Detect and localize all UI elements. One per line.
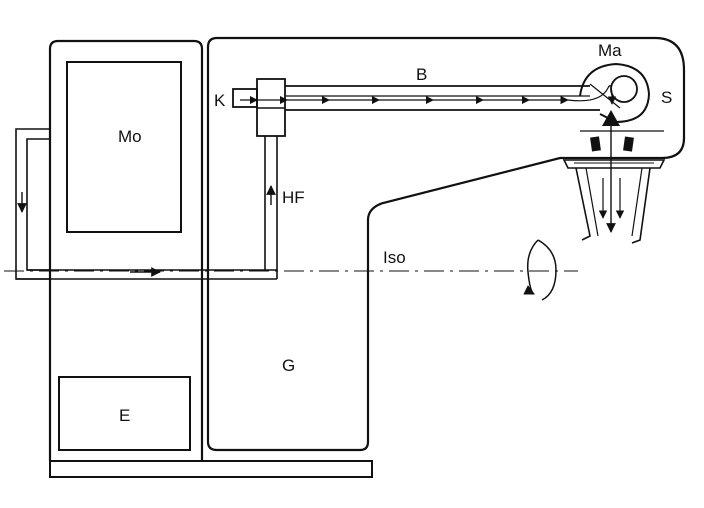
label-monitor: Mo	[118, 127, 142, 146]
rotation-arrow	[523, 239, 539, 295]
beam-arrow	[372, 96, 380, 104]
electronics-panel	[58, 376, 191, 451]
applicator-left-inner	[585, 167, 599, 237]
beam-arrow	[322, 96, 330, 104]
applicator-right	[631, 167, 651, 244]
gantry-body	[206, 36, 686, 452]
beam-arrow	[476, 96, 484, 104]
beam-arrow	[522, 96, 530, 104]
label-hf: HF	[282, 188, 305, 207]
label-electronics: E	[119, 406, 130, 425]
magnet-exit-line	[589, 83, 621, 109]
base-plate	[49, 460, 373, 478]
beam-arrow	[426, 96, 434, 104]
monitor-panel	[66, 61, 182, 233]
jaw-right	[623, 136, 634, 152]
applicator-left	[575, 167, 591, 241]
rotation-ellipse-back	[537, 239, 557, 301]
label-beamline: B	[416, 65, 427, 84]
target-cone	[602, 110, 620, 126]
magnet-coil	[610, 75, 638, 103]
label-klystron: K	[214, 91, 226, 110]
label-isocenter: Iso	[383, 248, 406, 267]
electron-gun	[232, 88, 258, 108]
magnet-beam	[567, 85, 617, 105]
bending-magnet	[579, 62, 651, 124]
applicator-right-inner	[631, 167, 643, 237]
collimator-head	[562, 159, 666, 169]
coolant-loop-outer	[15, 128, 50, 280]
stand-cabinet	[48, 39, 204, 461]
coolant-loop-inner	[26, 138, 50, 271]
beam-arrow	[250, 96, 258, 104]
jaw-left	[590, 136, 601, 152]
label-gantry: G	[282, 356, 295, 375]
label-magnet: Ma	[598, 41, 622, 60]
beam-arrow	[280, 96, 288, 104]
label-source: S	[661, 88, 672, 107]
beam-arrows	[250, 96, 530, 104]
